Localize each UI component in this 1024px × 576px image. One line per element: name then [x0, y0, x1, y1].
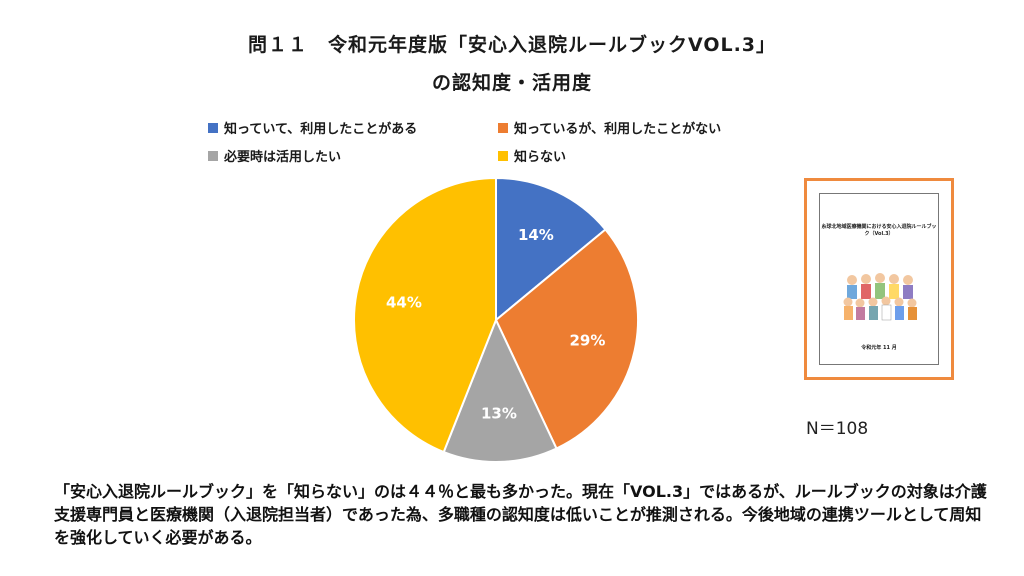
legend-label-0: 知っていて、利用したことがある [224, 122, 418, 137]
pie-label-0: 14% [518, 226, 554, 244]
pie-label-1: 29% [570, 331, 606, 349]
legend-label-3: 知らない [514, 150, 567, 165]
pie-slice-3 [353, 176, 497, 454]
sample-size-label: N＝108 [806, 419, 869, 439]
pie-slice-2 [442, 317, 558, 463]
rulebook-cover-page: 糸球北地域医療機関における安心入退院ルールブック（Vol.3） 令和元年 11 … [819, 193, 939, 365]
people-illustration-icon [843, 273, 917, 321]
legend-swatch-1 [498, 122, 508, 133]
legend-swatch-2 [208, 150, 218, 161]
legend-swatch-3 [498, 150, 508, 161]
legend-item-1: 知っているが、利用したことがない [498, 118, 721, 137]
chart-title-line2: の認知度・活用度 [431, 72, 592, 94]
pie-slice-0 [495, 176, 607, 323]
legend-item-2: 必要時は活用したい [208, 146, 341, 165]
chart-title-line1: 問１１ 令和元年度版「安心入退院ルールブックVOL.3」 [247, 34, 777, 56]
rulebook-cover-thumbnail: 糸球北地域医療機関における安心入退院ルールブック（Vol.3） 令和元年 11 … [804, 178, 954, 380]
legend-label-2: 必要時は活用したい [224, 150, 342, 165]
legend-swatch-0 [208, 122, 218, 133]
summary-note: 「安心入退院ルールブック」を「知らない」のは４４％と最も多かった。現在「VOL.… [54, 482, 987, 547]
legend-item-0: 知っていて、利用したことがある [208, 118, 417, 137]
legend-item-3: 知らない [498, 146, 566, 165]
pie-label-2: 13% [481, 405, 517, 423]
pie-label-3: 44% [386, 293, 422, 311]
rulebook-cover-date: 令和元年 11 月 [861, 345, 897, 351]
rulebook-cover-title: 糸球北地域医療機関における安心入退院ルールブック（Vol.3） [821, 224, 937, 237]
legend-label-1: 知っているが、利用したことがない [514, 122, 722, 137]
